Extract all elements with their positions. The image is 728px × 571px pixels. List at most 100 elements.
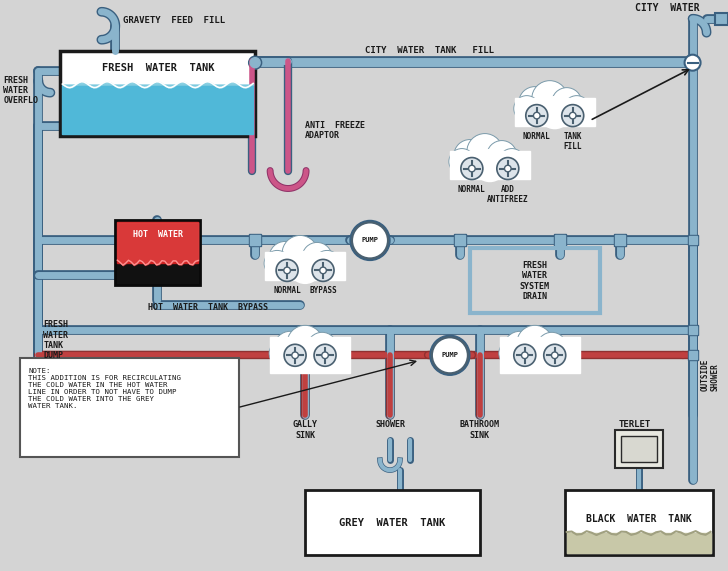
Bar	[159, 235, 171, 247]
Bar	[687, 325, 697, 335]
Bar	[689, 326, 697, 334]
Circle shape	[549, 340, 574, 366]
Circle shape	[526, 104, 547, 127]
Circle shape	[314, 344, 336, 366]
Bar	[305, 490, 480, 555]
Bar	[566, 533, 711, 553]
Circle shape	[284, 344, 306, 366]
Bar	[60, 51, 255, 135]
Bar	[614, 235, 625, 246]
Circle shape	[505, 165, 511, 172]
Text: FRESH
WATER
SYSTEM
DRAIN: FRESH WATER SYSTEM DRAIN	[520, 261, 550, 301]
Circle shape	[521, 352, 528, 359]
Text: NOTE:
THIS ADDITION IS FOR RECIRCULATING
THE COLD WATER IN THE HOT WATER
LINE IN: NOTE: THIS ADDITION IS FOR RECIRCULATING…	[28, 368, 181, 409]
Bar	[621, 436, 657, 462]
Circle shape	[523, 341, 555, 373]
Circle shape	[487, 140, 517, 171]
Text: TERLET: TERLET	[619, 420, 651, 429]
Bar	[250, 235, 260, 246]
Circle shape	[264, 251, 290, 276]
Text: FRESH
WATER
OVERFLO: FRESH WATER OVERFLO	[4, 76, 39, 106]
Bar	[614, 430, 662, 468]
Circle shape	[249, 56, 261, 69]
Circle shape	[569, 112, 576, 119]
Text: NORMAL: NORMAL	[273, 287, 301, 295]
Text: GRAVETY  FEED  FILL: GRAVETY FEED FILL	[123, 16, 226, 25]
Text: BLACK  WATER  TANK: BLACK WATER TANK	[586, 514, 692, 524]
Text: GALLY
SINK: GALLY SINK	[293, 420, 317, 440]
Circle shape	[544, 344, 566, 366]
Circle shape	[454, 139, 486, 171]
Circle shape	[499, 148, 525, 175]
Text: PUMP: PUMP	[362, 238, 379, 243]
Circle shape	[284, 267, 290, 274]
Circle shape	[531, 81, 568, 116]
Bar	[500, 337, 579, 373]
Bar	[614, 235, 625, 247]
Bar	[115, 220, 200, 286]
Text: NORMAL: NORMAL	[523, 131, 550, 140]
Circle shape	[350, 220, 390, 260]
Circle shape	[292, 352, 298, 359]
Circle shape	[274, 331, 306, 363]
Circle shape	[289, 251, 321, 283]
Bar	[270, 337, 350, 373]
Circle shape	[269, 242, 301, 274]
Bar	[265, 252, 345, 280]
Circle shape	[563, 95, 590, 122]
Circle shape	[474, 150, 506, 182]
Circle shape	[294, 341, 326, 373]
Bar	[249, 235, 261, 247]
Circle shape	[562, 104, 584, 127]
Text: OUTSIDE
SHOWER: OUTSIDE SHOWER	[700, 359, 720, 392]
Circle shape	[514, 344, 536, 366]
Circle shape	[551, 352, 558, 359]
Circle shape	[499, 340, 525, 366]
Bar	[689, 236, 697, 244]
Text: HOT  WATER: HOT WATER	[132, 231, 183, 239]
Circle shape	[312, 259, 334, 282]
Bar	[515, 98, 595, 126]
Text: SHOWER: SHOWER	[375, 420, 405, 429]
Text: HOT  WATER  TANK  BYPASS: HOT WATER TANK BYPASS	[149, 303, 269, 312]
Circle shape	[449, 148, 475, 175]
Text: CITY  WATER  TANK   FILL: CITY WATER TANK FILL	[365, 46, 494, 55]
Circle shape	[430, 335, 470, 375]
Bar	[687, 58, 697, 68]
Circle shape	[432, 337, 468, 373]
Bar	[450, 151, 530, 179]
Bar	[160, 235, 170, 246]
Circle shape	[322, 352, 328, 359]
Text: ADD
ANTIFREEZ: ADD ANTIFREEZ	[487, 184, 529, 204]
Circle shape	[539, 96, 571, 128]
Circle shape	[320, 267, 326, 274]
Circle shape	[684, 55, 700, 71]
Text: GREY  WATER  TANK: GREY WATER TANK	[339, 517, 446, 528]
Bar	[117, 223, 198, 263]
Text: BYPASS: BYPASS	[309, 287, 337, 295]
Text: PUMP: PUMP	[441, 352, 459, 358]
Circle shape	[504, 331, 536, 363]
Circle shape	[282, 235, 318, 271]
Circle shape	[514, 95, 539, 122]
Bar	[455, 235, 465, 246]
Circle shape	[352, 223, 388, 259]
Circle shape	[250, 58, 260, 68]
Circle shape	[519, 87, 551, 119]
Bar	[689, 59, 697, 67]
Bar	[63, 85, 253, 134]
Text: ANTI  FREEZE
ADAPTOR: ANTI FREEZE ADAPTOR	[305, 121, 365, 140]
Bar	[565, 490, 713, 555]
Circle shape	[687, 57, 699, 69]
Text: FRESH
WATER
TANK
DUMP: FRESH WATER TANK DUMP	[44, 320, 68, 360]
Circle shape	[319, 340, 345, 366]
Text: TANK
FILL: TANK FILL	[563, 131, 582, 151]
Circle shape	[307, 332, 337, 362]
Text: BATHROOM
SINK: BATHROOM SINK	[460, 420, 500, 440]
Circle shape	[287, 325, 323, 361]
Circle shape	[276, 259, 298, 282]
Circle shape	[534, 112, 540, 119]
Bar	[470, 248, 600, 313]
Circle shape	[461, 158, 483, 179]
Circle shape	[314, 251, 340, 276]
